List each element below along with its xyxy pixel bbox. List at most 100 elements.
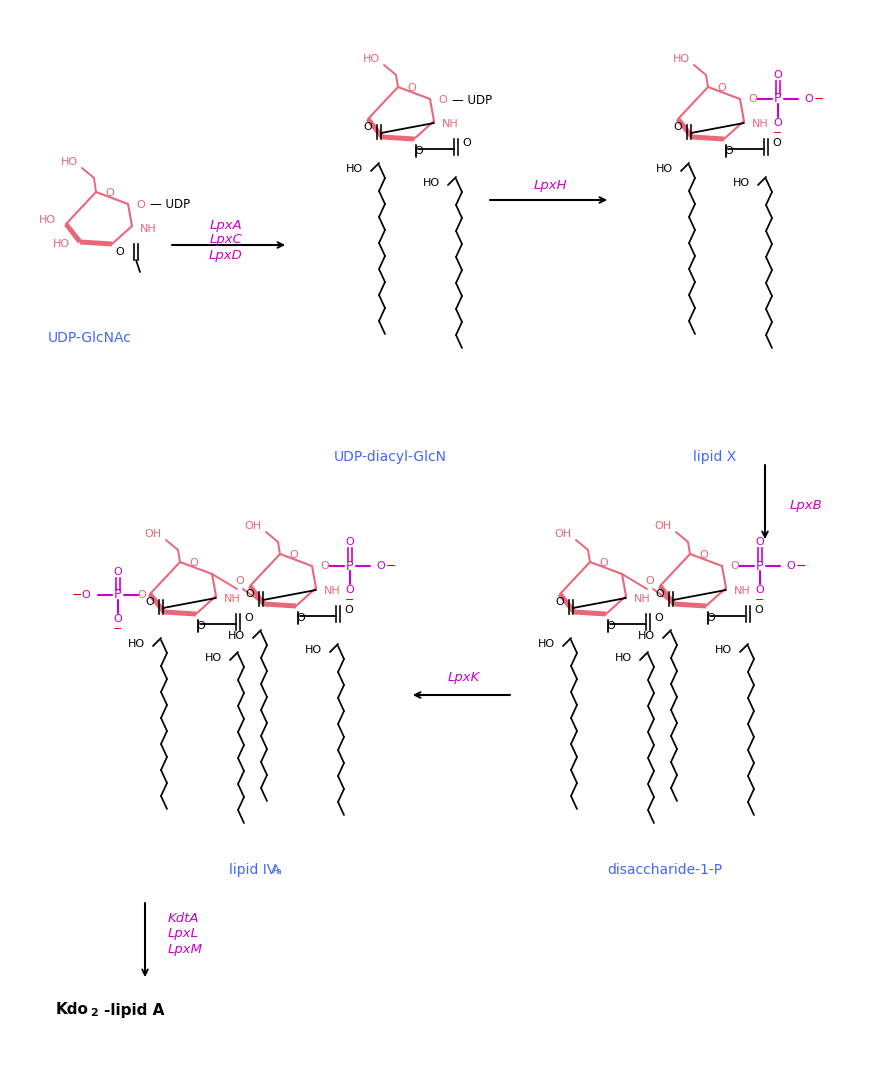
Text: O: O (137, 590, 146, 600)
Text: O: O (785, 561, 794, 571)
Text: lipid IVₐ: lipid IVₐ (228, 863, 281, 877)
Text: OH: OH (554, 529, 571, 539)
Text: LpxL: LpxL (168, 927, 198, 940)
Text: O: O (654, 613, 662, 623)
Text: O: O (724, 146, 732, 156)
Text: UDP-diacyl-GlcN: UDP-diacyl-GlcN (333, 451, 446, 464)
Text: NH: NH (733, 586, 750, 596)
Text: O: O (296, 613, 305, 623)
Text: — UDP: — UDP (451, 93, 492, 106)
Text: UDP-GlcNAc: UDP-GlcNAc (48, 331, 131, 345)
Text: HO: HO (422, 178, 440, 188)
Text: disaccharide-1-P: disaccharide-1-P (607, 863, 721, 877)
Text: O: O (754, 605, 763, 615)
Text: O: O (105, 188, 114, 198)
Text: O: O (755, 537, 763, 547)
Text: O: O (344, 605, 353, 615)
Text: O: O (407, 83, 416, 93)
Text: HO: HO (345, 164, 363, 174)
Text: O: O (115, 247, 124, 257)
Text: HO: HO (305, 645, 322, 655)
Text: −: − (385, 560, 396, 573)
Text: O: O (114, 567, 122, 577)
Text: LpxC: LpxC (209, 234, 242, 247)
Text: O: O (755, 585, 763, 595)
Text: HO: HO (228, 631, 245, 641)
Text: HO: HO (714, 645, 731, 655)
Text: O: O (363, 122, 372, 132)
Text: O: O (462, 138, 471, 148)
Text: O: O (136, 200, 145, 210)
Text: HO: HO (205, 653, 222, 663)
Text: LpxM: LpxM (168, 943, 203, 956)
Text: −: − (772, 128, 782, 138)
Text: O: O (772, 138, 780, 148)
Text: O: O (699, 550, 707, 560)
Text: NH: NH (324, 586, 341, 596)
Text: −: − (345, 595, 354, 605)
Text: O: O (706, 613, 714, 623)
Text: LpxD: LpxD (209, 249, 242, 262)
Text: KdtA: KdtA (168, 912, 199, 925)
Text: −: − (114, 624, 122, 634)
Text: HO: HO (672, 54, 689, 64)
Text: HO: HO (61, 157, 78, 167)
Text: O: O (114, 614, 122, 624)
Text: −: − (795, 560, 805, 573)
Text: O: O (345, 585, 354, 595)
Text: O: O (673, 122, 681, 132)
Text: −: − (755, 595, 763, 605)
Text: O: O (717, 83, 726, 93)
Text: A: A (273, 865, 279, 875)
Text: O: O (290, 550, 298, 560)
Text: O: O (146, 597, 154, 606)
Text: HO: HO (128, 639, 145, 649)
Text: O: O (772, 118, 781, 128)
Text: O: O (772, 70, 781, 80)
Text: O: O (197, 621, 205, 631)
Text: NH: NH (633, 593, 650, 604)
Text: OH: OH (654, 521, 671, 531)
Text: 2: 2 (90, 1008, 97, 1018)
Text: lipid X: lipid X (693, 451, 736, 464)
Text: HO: HO (362, 54, 380, 64)
Text: O: O (375, 561, 384, 571)
Text: O: O (244, 613, 253, 623)
Text: −: − (813, 92, 823, 105)
Text: O: O (81, 590, 90, 600)
Text: O: O (730, 561, 738, 571)
Text: HO: HO (537, 639, 554, 649)
Text: P: P (773, 92, 780, 105)
Text: O: O (414, 146, 423, 156)
Text: O: O (645, 576, 654, 586)
Text: OH: OH (145, 529, 162, 539)
Text: — UDP: — UDP (150, 198, 190, 211)
Text: NH: NH (139, 224, 156, 234)
Text: O: O (320, 561, 328, 571)
Text: Kdo: Kdo (56, 1003, 89, 1018)
Text: O: O (437, 95, 446, 105)
Text: −: − (72, 588, 82, 601)
Text: NH: NH (442, 119, 459, 129)
Text: O: O (803, 94, 812, 104)
Text: OH: OH (245, 521, 262, 531)
Text: O: O (655, 589, 663, 599)
Text: HO: HO (732, 178, 749, 188)
Text: O: O (555, 597, 564, 606)
Text: P: P (114, 588, 122, 601)
Text: O: O (747, 94, 756, 104)
Text: O: O (245, 589, 254, 599)
Text: HO: HO (53, 239, 70, 249)
Text: HO: HO (655, 164, 672, 174)
Text: LpxK: LpxK (447, 671, 480, 684)
Text: -lipid A: -lipid A (104, 1003, 164, 1018)
Text: O: O (235, 576, 244, 586)
Text: P: P (346, 560, 353, 573)
Text: LpxA: LpxA (209, 219, 242, 232)
Text: HO: HO (614, 653, 631, 663)
Text: NH: NH (751, 119, 768, 129)
Text: NH: NH (224, 593, 240, 604)
Text: LpxH: LpxH (533, 179, 566, 192)
Text: O: O (190, 558, 198, 567)
Text: HO: HO (637, 631, 654, 641)
